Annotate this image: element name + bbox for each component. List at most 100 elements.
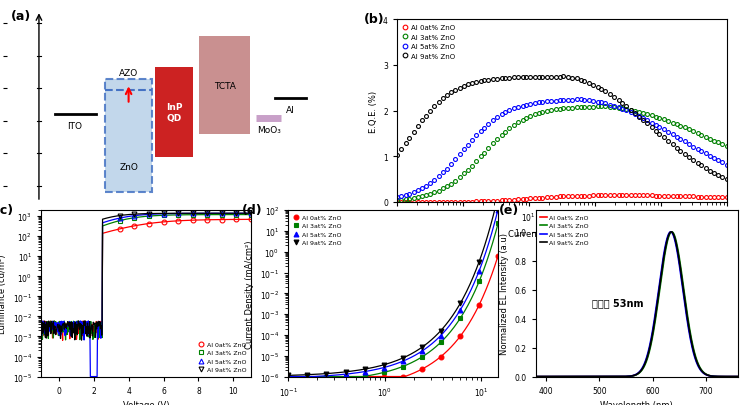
- Al 9at% ZnO: [610, 96, 619, 100]
- Al 3at% ZnO: [188, 213, 197, 217]
- Al 5at% ZnO: [217, 211, 226, 216]
- Line: Al 5at% ZnO: Al 5at% ZnO: [286, 208, 500, 379]
- Legend: Al 0at% ZnO, Al 3at% ZnO, Al 5at% ZnO, Al 9at% ZnO: Al 0at% ZnO, Al 3at% ZnO, Al 5at% ZnO, A…: [539, 214, 590, 247]
- Al 3at% ZnO: [217, 213, 226, 217]
- Al 0at% ZnO: [436, 354, 445, 359]
- Al 0at% ZnO: [284, 374, 293, 379]
- Legend: Al 0at% ZnO, Al 3at% ZnO, Al 5at% ZnO, Al 9at% ZnO: Al 0at% ZnO, Al 3at% ZnO, Al 5at% ZnO, A…: [401, 24, 456, 61]
- Line: Al 9at% ZnO: Al 9at% ZnO: [536, 232, 738, 377]
- Al 9at% ZnO: [622, 104, 631, 109]
- Al 5at% ZnO: [392, 195, 401, 200]
- Al 3at% ZnO: [417, 355, 426, 360]
- Text: MoO₃: MoO₃: [257, 126, 281, 134]
- Al 0at% ZnO: [613, 374, 622, 379]
- Al 3at% ZnO: [693, 359, 702, 364]
- Al 0at% ZnO: [115, 227, 124, 232]
- Al 0at% ZnO: [670, 235, 679, 240]
- Al 5at% ZnO: [360, 369, 369, 374]
- Al 9at% ZnO: [455, 301, 464, 306]
- Text: (a): (a): [10, 10, 31, 23]
- X-axis label: Voltage (V): Voltage (V): [370, 403, 416, 405]
- Al 5at% ZnO: [130, 214, 139, 219]
- Al 0at% ZnO: [145, 222, 154, 226]
- Text: (e): (e): [499, 204, 519, 217]
- Al 0at% ZnO: [455, 334, 464, 339]
- Bar: [199, 37, 249, 134]
- Al 5at% ZnO: [145, 212, 154, 217]
- Al 0at% ZnO: [475, 303, 484, 307]
- Al 5at% ZnO: [596, 100, 605, 105]
- Line: Al 5at% ZnO: Al 5at% ZnO: [395, 98, 729, 200]
- Al 9at% ZnO: [417, 345, 426, 350]
- Al 5at% ZnO: [159, 212, 168, 217]
- Al 9at% ZnO: [246, 211, 255, 216]
- Text: AZO: AZO: [119, 69, 139, 78]
- Al 5at% ZnO: [593, 100, 602, 105]
- Al 3at% ZnO: [733, 374, 742, 379]
- Al 9at% ZnO: [593, 85, 602, 90]
- Al 9at% ZnO: [203, 211, 212, 216]
- Line: Al 9at% ZnO: Al 9at% ZnO: [395, 75, 729, 182]
- Al 3at% ZnO: [589, 105, 598, 110]
- Al 3at% ZnO: [596, 104, 605, 109]
- Al 5at% ZnO: [572, 98, 581, 102]
- Al 5at% ZnO: [620, 374, 629, 379]
- Al 9at% ZnO: [159, 211, 168, 216]
- Al 3at% ZnO: [436, 340, 445, 345]
- Al 9at% ZnO: [596, 87, 605, 92]
- Al 0at% ZnO: [130, 224, 139, 229]
- Al 3at% ZnO: [613, 374, 622, 379]
- Legend: Al 0at% ZnO, Al 3at% ZnO, Al 5at% ZnO, Al 9at% ZnO: Al 0at% ZnO, Al 3at% ZnO, Al 5at% ZnO, A…: [196, 340, 248, 373]
- Al 0at% ZnO: [360, 374, 369, 379]
- Al 3at% ZnO: [667, 230, 676, 234]
- Al 0at% ZnO: [303, 374, 312, 379]
- Al 9at% ZnO: [689, 348, 698, 353]
- Al 9at% ZnO: [392, 153, 401, 158]
- Line: Al 0at% ZnO: Al 0at% ZnO: [118, 217, 253, 232]
- Al 5at% ZnO: [693, 361, 702, 366]
- Al 3at% ZnO: [392, 198, 401, 203]
- Al 9at% ZnO: [693, 360, 702, 365]
- Al 3at% ZnO: [342, 374, 351, 379]
- X-axis label: Current density (mA/cm²): Current density (mA/cm²): [508, 229, 616, 239]
- Al 9at% ZnO: [360, 367, 369, 372]
- Al 3at% ZnO: [174, 213, 183, 218]
- Al 3at% ZnO: [494, 222, 503, 226]
- Al 0at% ZnO: [722, 196, 731, 200]
- Al 5at% ZnO: [322, 373, 331, 378]
- Al 0at% ZnO: [188, 218, 197, 223]
- Al 5at% ZnO: [531, 374, 540, 379]
- Al 0at% ZnO: [593, 194, 602, 198]
- Legend: Al 0at% ZnO, Al 3at% ZnO, Al 5at% ZnO, Al 9at% ZnO: Al 0at% ZnO, Al 3at% ZnO, Al 5at% ZnO, A…: [291, 214, 343, 247]
- Al 3at% ZnO: [552, 374, 561, 379]
- Al 9at% ZnO: [613, 374, 622, 379]
- Al 9at% ZnO: [475, 260, 484, 264]
- Al 5at% ZnO: [670, 237, 679, 242]
- Bar: [105, 79, 152, 193]
- Al 5at% ZnO: [284, 374, 293, 379]
- Al 3at% ZnO: [159, 213, 168, 218]
- Al 5at% ZnO: [379, 365, 388, 370]
- Al 0at% ZnO: [693, 360, 702, 365]
- Line: Al 3at% ZnO: Al 3at% ZnO: [286, 222, 500, 379]
- Al 0at% ZnO: [322, 374, 331, 379]
- Al 5at% ZnO: [733, 374, 742, 379]
- Al 9at% ZnO: [217, 211, 226, 216]
- Al 3at% ZnO: [689, 346, 698, 351]
- Text: 반치폭 53nm: 반치폭 53nm: [592, 297, 643, 307]
- Al 3at% ZnO: [379, 370, 388, 375]
- Al 0at% ZnO: [342, 374, 351, 379]
- Al 0at% ZnO: [159, 220, 168, 225]
- Al 3at% ZnO: [322, 374, 331, 379]
- Al 5at% ZnO: [613, 374, 622, 379]
- Al 0at% ZnO: [232, 217, 241, 222]
- Al 9at% ZnO: [552, 374, 561, 379]
- Al 3at% ZnO: [246, 213, 255, 217]
- Al 0at% ZnO: [531, 374, 540, 379]
- Al 0at% ZnO: [217, 217, 226, 222]
- Al 3at% ZnO: [398, 364, 407, 369]
- X-axis label: Voltage (V): Voltage (V): [123, 400, 169, 405]
- Al 0at% ZnO: [620, 374, 629, 379]
- Al 5at% ZnO: [232, 211, 241, 216]
- Al 0at% ZnO: [667, 230, 676, 234]
